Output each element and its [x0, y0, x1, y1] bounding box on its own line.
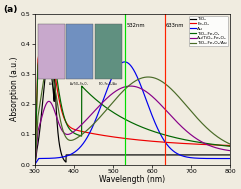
Text: (a): (a) — [3, 5, 18, 14]
Legend: TiO₂, Fe₂O₃, Au, TiO₂-Fe₂O₃, Au/TiO₂-Fe₂O₃, TiO₂-Fe₂O₃/Au: TiO₂, Fe₂O₃, Au, TiO₂-Fe₂O₃, Au/TiO₂-Fe₂… — [189, 16, 228, 46]
Y-axis label: Absorption (a.u.): Absorption (a.u.) — [10, 57, 19, 121]
Text: 633nm: 633nm — [166, 23, 184, 28]
X-axis label: Wavelength (nm): Wavelength (nm) — [100, 175, 166, 184]
Text: 532nm: 532nm — [126, 23, 145, 28]
